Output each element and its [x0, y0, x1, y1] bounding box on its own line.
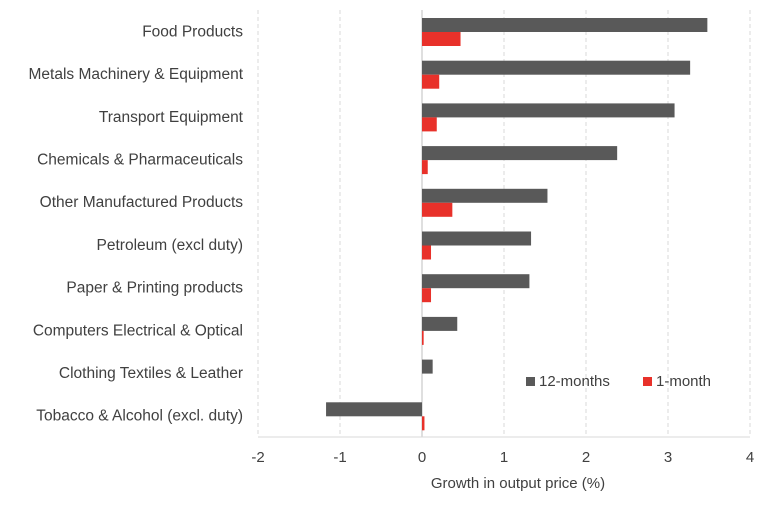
bar-1-month: [422, 202, 453, 217]
x-tick-label: 1: [500, 449, 508, 466]
legend-swatch-12-months: [526, 377, 535, 386]
x-tick-label: 0: [418, 449, 426, 466]
x-tick-label: 4: [746, 449, 754, 466]
bar-12-months: [422, 146, 618, 161]
bar-1-month: [422, 160, 428, 175]
legend: 12-months 1-month: [526, 373, 711, 390]
bar-1-month: [422, 416, 425, 431]
bar-12-months: [422, 316, 458, 331]
x-tick-label: -1: [333, 449, 346, 466]
category-label: Computers Electrical & Optical: [33, 322, 243, 339]
bar-12-months: [326, 402, 422, 417]
bar-1-month: [422, 288, 432, 303]
category-label: Petroleum (excl duty): [97, 237, 243, 254]
category-label: Clothing Textiles & Leather: [59, 365, 243, 382]
bar-12-months: [422, 188, 548, 203]
x-tick-label: -2: [251, 449, 264, 466]
x-tick-label: 2: [582, 449, 590, 466]
category-label: Food Products: [142, 23, 243, 40]
bars: [326, 18, 708, 431]
bar-12-months: [422, 359, 433, 374]
bar-12-months: [422, 231, 532, 246]
bar-1-month: [422, 32, 461, 46]
bar-1-month: [422, 330, 424, 345]
legend-label-12-months: 12-months: [539, 373, 610, 390]
x-axis-title: Growth in output price (%): [431, 475, 605, 492]
bar-12-months: [422, 103, 675, 118]
bar-1-month: [422, 245, 432, 260]
category-label: Transport Equipment: [99, 109, 244, 126]
legend-swatch-1-month: [643, 377, 652, 386]
category-label: Tobacco & Alcohol (excl. duty): [36, 408, 243, 425]
category-label: Metals Machinery & Equipment: [28, 66, 243, 83]
legend-label-1-month: 1-month: [656, 373, 711, 390]
category-label: Paper & Printing products: [66, 280, 243, 297]
bar-12-months: [422, 274, 530, 289]
x-tick-label: 3: [664, 449, 672, 466]
x-tick-labels: -2 -1 0 1 2 3 4: [251, 449, 754, 466]
category-labels: Food Products Metals Machinery & Equipmen…: [28, 23, 243, 424]
bar-12-months: [422, 60, 691, 75]
bar-1-month: [422, 74, 440, 89]
category-label: Other Manufactured Products: [40, 194, 244, 211]
category-label: Chemicals & Pharmaceuticals: [37, 152, 243, 169]
bar-1-month: [422, 117, 437, 132]
bar-12-months: [422, 18, 708, 32]
